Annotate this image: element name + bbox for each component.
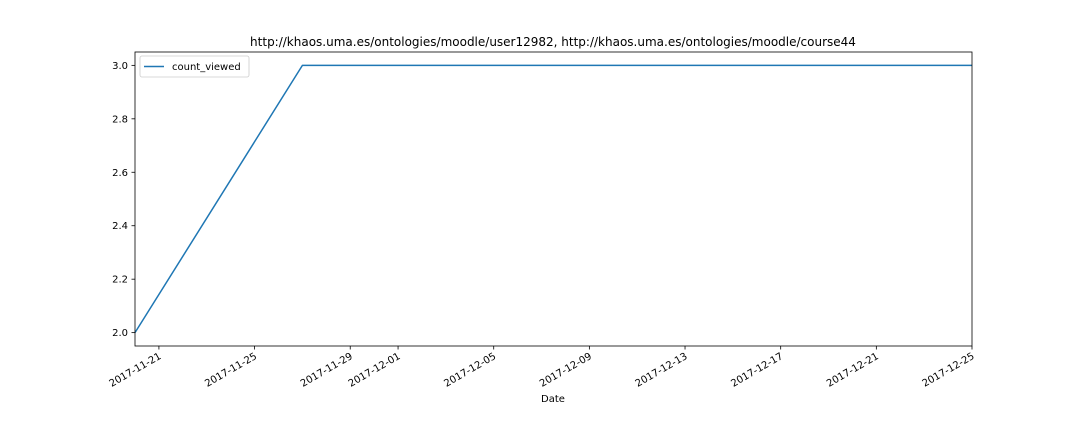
- plot-area: 2.0 2.2 2.4 2.6 2.8 3.0 2017-11-21 2017-11-25 20…: [108, 51, 977, 390]
- y-tick-label: 3.0: [112, 61, 128, 72]
- x-tick-label: 2017-11-21: [108, 351, 164, 390]
- x-tick-label: 2017-12-21: [825, 351, 881, 390]
- plot-frame: [134, 51, 973, 347]
- x-tick-label: 2017-12-05: [442, 351, 498, 390]
- legend-label: count_viewed: [172, 62, 241, 73]
- legend: count_viewed: [139, 55, 250, 78]
- x-tick-label: 2017-12-13: [634, 351, 690, 390]
- x-tick-label: 2017-11-25: [203, 351, 259, 390]
- y-tick-label: 2.2: [112, 275, 128, 286]
- x-tick-label: 2017-11-29: [299, 351, 355, 390]
- x-axis-label: Date: [541, 394, 565, 405]
- x-tick-label: 2017-12-17: [729, 351, 785, 390]
- legend-box: [139, 55, 250, 78]
- x-tick-label: 2017-12-09: [538, 351, 594, 390]
- y-tick-label: 2.4: [112, 221, 128, 232]
- y-tick-label: 2.6: [112, 168, 128, 179]
- y-tick-label: 2.8: [112, 114, 128, 125]
- x-tick-label: 2017-12-25: [921, 351, 977, 390]
- x-tick-label: 2017-12-01: [347, 351, 403, 390]
- y-tick-label: 2.0: [112, 328, 128, 339]
- series-line-count_viewed: [134, 64, 972, 334]
- chart-title: http://khaos.uma.es/ontologies/moodle/us…: [250, 35, 856, 49]
